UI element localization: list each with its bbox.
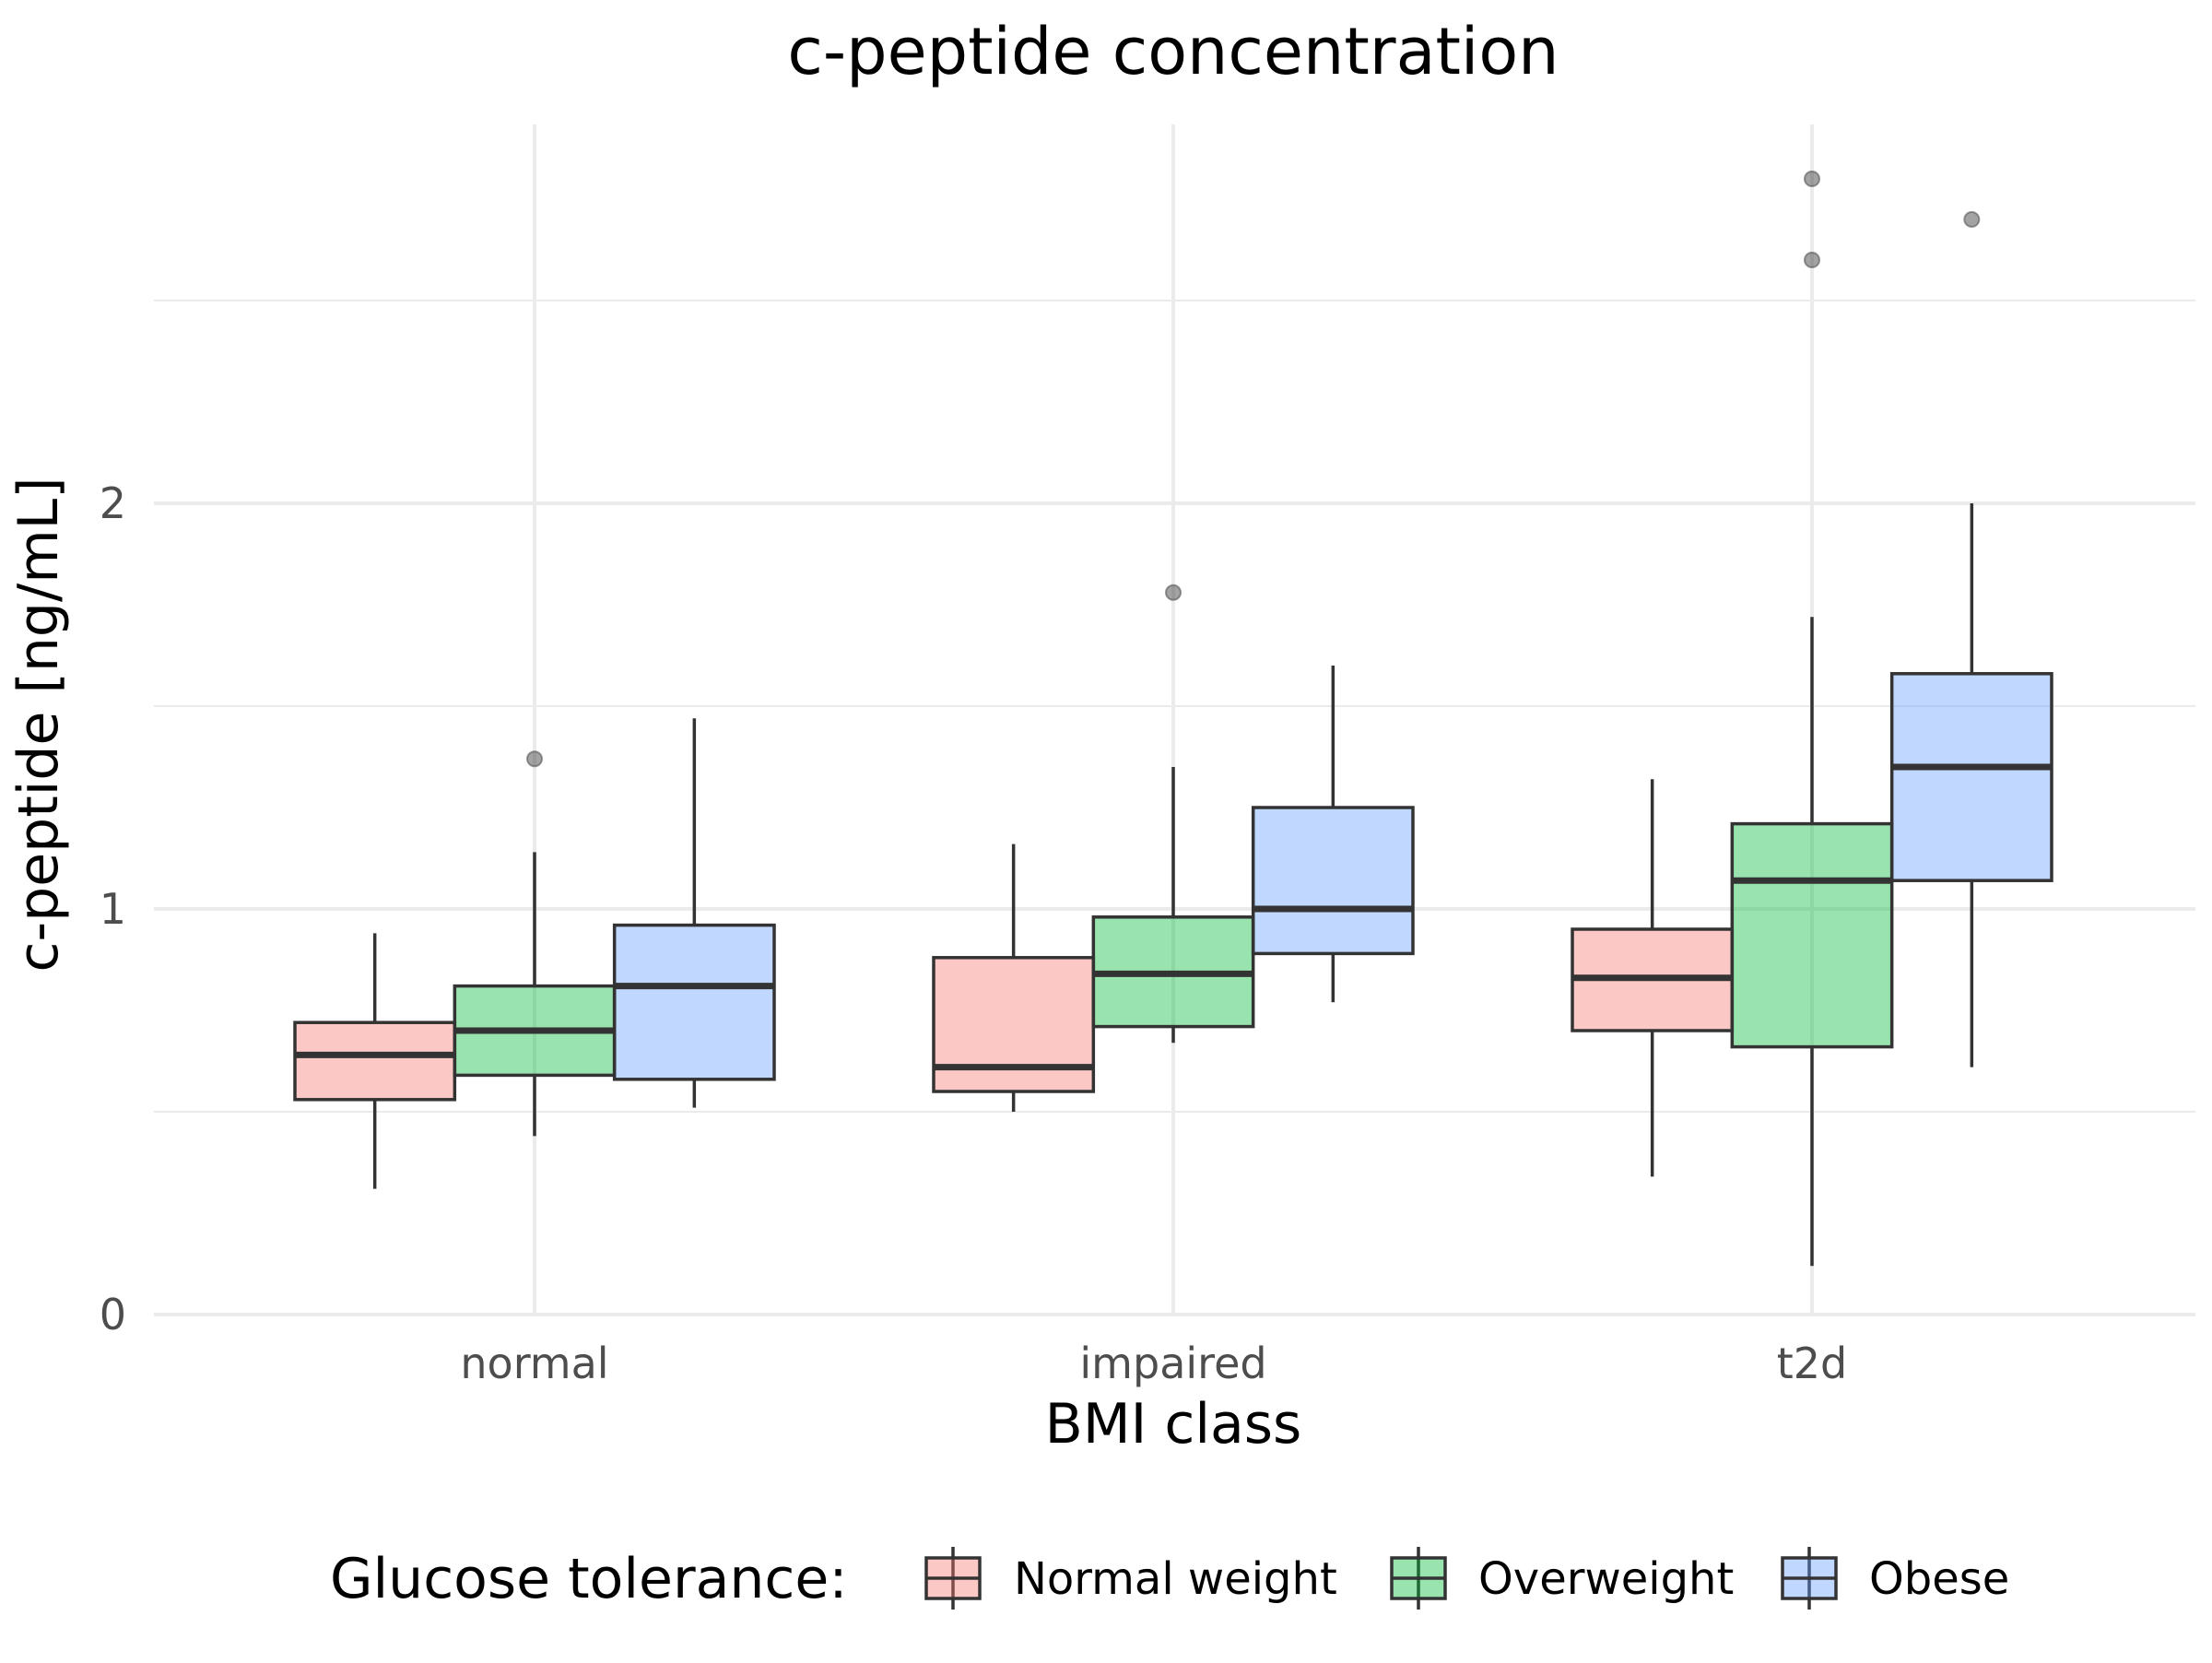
- boxplot-normal-weight-t2d: [1571, 779, 1735, 1177]
- y-tick-label: 0: [100, 1290, 126, 1339]
- boxplot-normal-weight-normal: [293, 933, 457, 1189]
- legend-label: Normal weight: [1014, 1553, 1337, 1605]
- boxplot-obese-t2d: [1889, 211, 2053, 1067]
- grid: [154, 124, 2195, 1316]
- axis-ticks: 0 1 2 normal impaired t2d: [100, 478, 1848, 1388]
- boxplot-obese-impaired: [1251, 666, 1415, 1003]
- y-axis-title: c-peptide [ng/mL]: [6, 477, 71, 972]
- boxplot-obese-normal: [612, 718, 776, 1108]
- x-tick-label: normal: [460, 1339, 608, 1388]
- legend-title: Glucose tolerance:: [330, 1547, 848, 1611]
- boxplots: [293, 171, 2053, 1267]
- outlier-point: [1963, 211, 1981, 228]
- chart-title: c-peptide concentration: [787, 14, 1559, 89]
- legend-key-obese: [1781, 1547, 1838, 1610]
- boxplot-overweight-t2d: [1730, 171, 1894, 1267]
- x-axis-title: BMI class: [1045, 1392, 1302, 1457]
- box: [293, 1020, 457, 1102]
- legend-label: Obese: [1869, 1553, 2009, 1605]
- x-tick-label: t2d: [1777, 1339, 1848, 1388]
- legend-key-normal-weight: [924, 1547, 982, 1610]
- boxplot-overweight-normal: [453, 750, 617, 1137]
- outlier-point: [1804, 171, 1820, 187]
- legend-key-overweight: [1390, 1547, 1447, 1610]
- box: [1730, 821, 1894, 1049]
- box: [612, 923, 776, 1081]
- x-tick-label: impaired: [1079, 1339, 1266, 1388]
- boxplot-normal-weight-impaired: [932, 843, 1096, 1112]
- outlier-point: [526, 750, 543, 768]
- legend-label: Overweight: [1478, 1553, 1734, 1605]
- boxplot-overweight-impaired: [1091, 584, 1255, 1044]
- box: [1251, 806, 1415, 956]
- outlier-point: [1804, 252, 1820, 268]
- y-tick-label: 1: [100, 884, 126, 934]
- box: [1889, 672, 2053, 882]
- outlier-point: [1165, 584, 1182, 601]
- legend: Glucose tolerance: Normal weight Overweig…: [330, 1547, 2009, 1611]
- y-tick-label: 2: [100, 478, 126, 528]
- box: [932, 956, 1096, 1093]
